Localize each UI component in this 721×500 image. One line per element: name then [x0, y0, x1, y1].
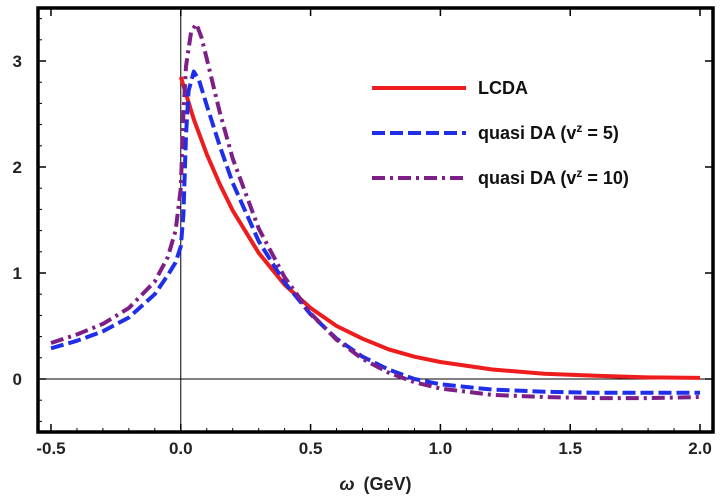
x-axis-title: ω (GeV): [339, 474, 411, 494]
legend-superscript: z: [576, 166, 582, 180]
legend-label-2: quasi DA (vz = 10): [478, 166, 629, 188]
x-tick-label-5: 2.0: [688, 439, 712, 458]
x-tick-label-2: 0.5: [299, 439, 323, 458]
legend-text-main: LCDA: [478, 78, 528, 98]
y-tick-label-2: 2: [13, 158, 22, 177]
legend-label-1: quasi DA (vz = 5): [478, 121, 619, 143]
x-tick-label-0: -0.5: [36, 439, 65, 458]
y-tick-label-0: 0: [13, 370, 22, 389]
x-tick-label-1: 0.0: [169, 439, 193, 458]
plot-frame: [36, 6, 715, 434]
series-line-1: [50, 69, 700, 395]
series-layer: [50, 21, 701, 401]
y-tick-label-1: 1: [13, 264, 22, 283]
x-tick-label-3: 1.0: [429, 439, 453, 458]
legend-text-main: quasi DA (v: [478, 168, 576, 188]
legend-label-0: LCDA: [478, 78, 528, 98]
x-tick-label-4: 1.5: [558, 439, 582, 458]
legend-text-tail: = 10): [582, 168, 629, 188]
ticks-layer: -0.5 0.0 0.5 1.0 1.5 2.0 0 1 2 3: [13, 8, 713, 458]
y-tick-label-3: 3: [13, 52, 22, 71]
x-axis-symbol: ω: [339, 474, 354, 494]
legend-superscript: z: [576, 121, 582, 135]
series-line-2: [50, 21, 701, 401]
series-line-0: [178, 76, 701, 380]
legend-text-tail: = 5): [582, 123, 619, 143]
x-axis-unit: (GeV): [364, 474, 412, 494]
legend-text-main: quasi DA (v: [478, 123, 576, 143]
